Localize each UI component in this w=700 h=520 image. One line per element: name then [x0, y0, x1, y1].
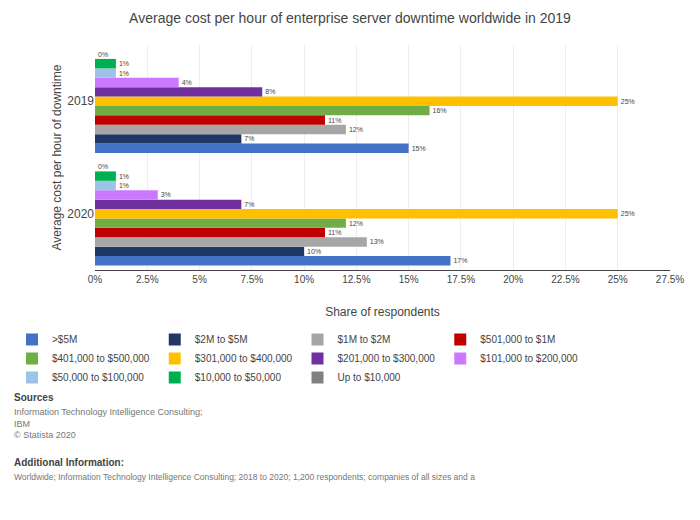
svg-text:17%: 17%	[453, 257, 467, 264]
svg-text:3%: 3%	[161, 191, 171, 198]
svg-text:>$5M: >$5M	[52, 334, 77, 345]
svg-text:12.5%: 12.5%	[342, 274, 370, 285]
svg-text:$50,000 to $100,000: $50,000 to $100,000	[52, 372, 144, 383]
svg-text:10%: 10%	[307, 248, 321, 255]
svg-text:4%: 4%	[182, 79, 192, 86]
svg-text:0%: 0%	[98, 163, 108, 170]
svg-text:Sources: Sources	[14, 392, 54, 403]
svg-text:7%: 7%	[244, 135, 254, 142]
svg-text:Share of respondents: Share of respondents	[325, 305, 440, 319]
svg-text:7.5%: 7.5%	[240, 274, 263, 285]
svg-text:1%: 1%	[119, 70, 129, 77]
svg-text:13%: 13%	[370, 238, 384, 245]
svg-text:$10,000 to $50,000: $10,000 to $50,000	[195, 372, 282, 383]
svg-text:$2M to $5M: $2M to $5M	[195, 334, 248, 345]
svg-text:10%: 10%	[294, 274, 314, 285]
svg-text:$201,000 to $300,000: $201,000 to $300,000	[338, 353, 436, 364]
svg-text:25%: 25%	[608, 274, 628, 285]
svg-text:12%: 12%	[349, 220, 363, 227]
svg-text:2020: 2020	[67, 207, 94, 221]
svg-text:Information Technology Intelli: Information Technology Intelligence Cons…	[14, 407, 202, 440]
svg-text:0%: 0%	[98, 51, 108, 58]
svg-text:11%: 11%	[328, 117, 342, 124]
svg-text:2.5%: 2.5%	[136, 274, 159, 285]
svg-text:1%: 1%	[119, 182, 129, 189]
svg-text:11%: 11%	[328, 229, 342, 236]
svg-text:1%: 1%	[119, 173, 129, 180]
svg-text:Additional Information:: Additional Information:	[14, 457, 124, 468]
svg-text:8%: 8%	[265, 88, 275, 95]
svg-text:2019: 2019	[67, 94, 94, 108]
svg-text:Average cost per hour of downt: Average cost per hour of downtime	[50, 64, 64, 250]
svg-text:0%: 0%	[88, 274, 103, 285]
svg-text:Average cost per hour of enter: Average cost per hour of enterprise serv…	[129, 10, 571, 26]
svg-text:22.5%: 22.5%	[551, 274, 579, 285]
svg-text:12%: 12%	[349, 126, 363, 133]
svg-text:$301,000 to $400,000: $301,000 to $400,000	[195, 353, 293, 364]
svg-text:$501,000 to $1M: $501,000 to $1M	[480, 334, 555, 345]
svg-text:17.5%: 17.5%	[447, 274, 475, 285]
svg-text:20%: 20%	[503, 274, 523, 285]
svg-text:7%: 7%	[244, 201, 254, 208]
svg-text:Worldwide; Information Technol: Worldwide; Information Technology Intell…	[14, 472, 475, 482]
svg-text:$101,000 to $200,000: $101,000 to $200,000	[480, 353, 578, 364]
svg-text:25%: 25%	[621, 210, 635, 217]
svg-text:$401,000 to $500,000: $401,000 to $500,000	[52, 353, 150, 364]
svg-text:5%: 5%	[192, 274, 207, 285]
svg-text:1%: 1%	[119, 60, 129, 67]
svg-text:$1M to $2M: $1M to $2M	[338, 334, 391, 345]
svg-text:25%: 25%	[621, 98, 635, 105]
svg-text:Up to $10,000: Up to $10,000	[338, 372, 401, 383]
svg-text:16%: 16%	[433, 107, 447, 114]
svg-text:15%: 15%	[399, 274, 419, 285]
svg-text:27.5%: 27.5%	[656, 274, 684, 285]
svg-text:15%: 15%	[412, 145, 426, 152]
